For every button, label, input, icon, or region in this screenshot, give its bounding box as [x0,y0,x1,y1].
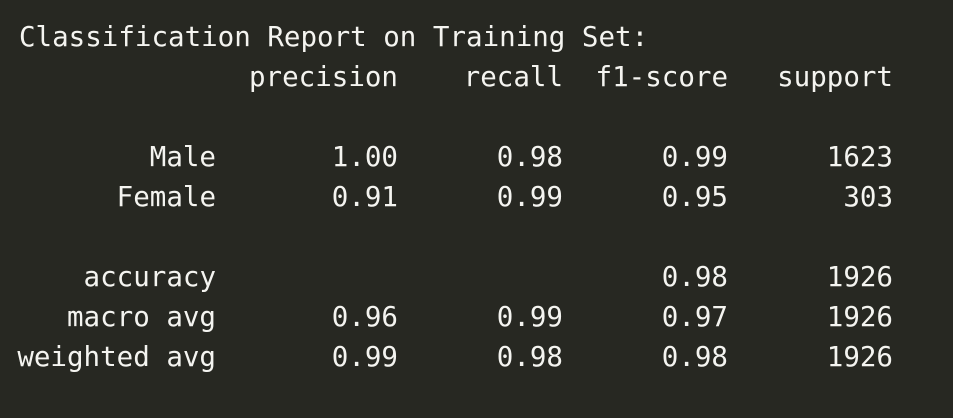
row-precision: 1.00 [331,141,398,173]
row-recall: 0.98 [496,141,563,173]
table-row: Male 1.00 0.98 0.99 1623 [0,137,953,177]
row-label: Female [116,181,216,213]
row-f1: 0.98 [661,341,728,373]
row-f1: 0.98 [661,261,728,293]
row-precision: 0.96 [331,301,398,333]
header-precision: precision [248,61,398,93]
row-recall: 0.99 [496,301,563,333]
row-support: 1926 [826,341,893,373]
row-label: accuracy [83,261,216,293]
table-row: Female 0.91 0.99 0.95 303 [0,177,953,217]
row-label: Male [149,141,216,173]
row-support: 1926 [826,261,893,293]
table-row: accuracy 0.98 1926 [0,257,953,297]
row-precision: 0.99 [331,341,398,373]
row-f1: 0.97 [661,301,728,333]
report-title-line: Classification Report on Training Set: [0,17,953,57]
header-support: support [777,61,893,93]
row-label: macro avg [66,301,216,333]
header-recall: recall [463,61,563,93]
table-row: macro avg 0.96 0.99 0.97 1926 [0,297,953,337]
row-label: weighted avg [17,341,216,373]
row-f1: 0.95 [661,181,728,213]
row-precision: 0.91 [331,181,398,213]
row-support: 303 [843,181,893,213]
row-recall: 0.99 [496,181,563,213]
header-f1-score: f1-score [595,61,728,93]
table-row: weighted avg 0.99 0.98 0.98 1926 [0,337,953,377]
report-title: Classification Report on Training Set: [19,21,649,53]
row-f1: 0.99 [661,141,728,173]
row-support: 1623 [826,141,893,173]
header-row: precision recall f1-score support [0,57,953,97]
row-recall: 0.98 [496,341,563,373]
row-support: 1926 [826,301,893,333]
